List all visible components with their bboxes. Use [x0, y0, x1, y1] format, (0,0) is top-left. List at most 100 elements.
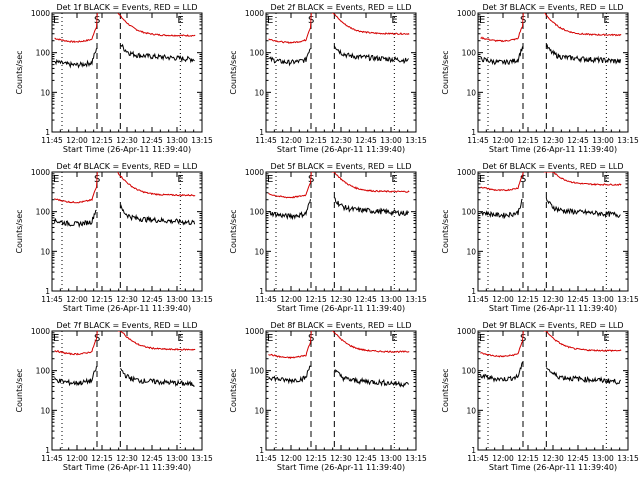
x-tick-label: 11:45: [467, 136, 489, 145]
x-tick-label: 12:45: [141, 295, 163, 304]
x-tick-label: 13:15: [617, 454, 639, 463]
time-marker-label: E: [603, 174, 609, 185]
y-tick-label: 1000: [31, 9, 50, 18]
plot-frame: [265, 12, 417, 133]
time-marker-label: E: [267, 333, 273, 344]
y-tick-label: 10: [466, 88, 476, 97]
y-tick-label: 100: [462, 208, 477, 217]
x-tick-label: 12:30: [330, 295, 352, 304]
y-tick-label: 100: [250, 367, 265, 376]
x-tick-label: 11:45: [255, 454, 277, 463]
events-series-line: [480, 46, 523, 66]
y-tick-label: 1000: [245, 9, 264, 18]
time-marker-label: E: [177, 333, 183, 344]
y-axis-label: Counts/sec: [441, 50, 450, 94]
y-tick-label: 1000: [31, 168, 50, 177]
x-axis-title: Start Time (26-Apr-11 11:39:40): [63, 304, 191, 313]
x-tick-label: 12:30: [116, 295, 138, 304]
y-tick-label: 10: [254, 247, 264, 256]
x-tick-label: 12:00: [492, 454, 514, 463]
y-axis-label: Counts/sec: [229, 368, 238, 412]
x-tick-label: 13:15: [405, 454, 427, 463]
lld-series-line: [54, 172, 98, 204]
x-tick-label: 12:45: [567, 454, 589, 463]
x-tick-label: 11:45: [255, 136, 277, 145]
y-tick-label: 100: [36, 49, 51, 58]
x-tick-label: 12:15: [91, 454, 113, 463]
y-tick-label: 1000: [245, 327, 264, 336]
x-tick-label: 13:15: [617, 136, 639, 145]
events-series-line: [54, 209, 97, 229]
events-series-line: [333, 45, 409, 65]
detector-panel: Det 9f BLACK = Events, RED = LLD Counts/s…: [441, 321, 639, 472]
time-marker-label: E: [479, 333, 485, 344]
panel-title: Det 3f BLACK = Events, RED = LLD: [482, 3, 623, 12]
x-tick-label: 12:30: [542, 136, 564, 145]
events-series-line: [333, 368, 410, 388]
lld-series-line: [480, 331, 524, 358]
events-series-line: [545, 367, 622, 385]
x-tick-label: 12:00: [66, 295, 88, 304]
y-axis-label: Counts/sec: [15, 50, 24, 94]
x-tick-label: 12:15: [305, 454, 327, 463]
y-axis-label: Counts/sec: [15, 209, 24, 253]
x-tick-label: 13:15: [191, 136, 213, 145]
detector-panel: Det 7f BLACK = Events, RED = LLD Counts/s…: [15, 321, 213, 472]
x-tick-label: 12:30: [116, 136, 138, 145]
x-axis-title: Start Time (26-Apr-11 11:39:40): [489, 304, 617, 313]
x-tick-label: 13:00: [380, 136, 402, 145]
time-marker-label: E: [603, 15, 609, 26]
x-tick-label: 13:15: [191, 454, 213, 463]
plot-frame: [265, 330, 417, 451]
x-tick-label: 13:00: [166, 136, 188, 145]
time-marker-label: E: [177, 15, 183, 26]
detector-panel: Det 4f BLACK = Events, RED = LLD Counts/s…: [15, 162, 213, 313]
lld-series-line: [480, 13, 524, 43]
x-tick-label: 12:00: [492, 136, 514, 145]
time-marker-label: E: [53, 333, 59, 344]
y-tick-label: 1: [259, 446, 264, 455]
x-tick-label: 12:45: [355, 136, 377, 145]
time-marker-label: S: [94, 333, 100, 344]
x-tick-label: 12:45: [141, 136, 163, 145]
y-tick-label: 1: [259, 287, 264, 296]
lld-series-line: [331, 331, 410, 354]
y-axis-label: Counts/sec: [15, 368, 24, 412]
y-axis-label: Counts/sec: [229, 50, 238, 94]
y-tick-label: 1: [45, 446, 50, 455]
y-tick-label: 100: [36, 208, 51, 217]
lld-series-line: [543, 172, 622, 187]
events-series-line: [268, 199, 311, 221]
x-tick-label: 12:45: [141, 454, 163, 463]
y-tick-label: 1: [471, 287, 476, 296]
lld-series-line: [268, 172, 312, 199]
x-tick-label: 12:00: [66, 136, 88, 145]
plot-frame: [51, 12, 203, 133]
y-tick-label: 10: [254, 406, 264, 415]
y-tick-label: 10: [40, 247, 50, 256]
time-marker-label: E: [479, 15, 485, 26]
x-axis-title: Start Time (26-Apr-11 11:39:40): [277, 463, 405, 472]
x-tick-label: 12:15: [91, 136, 113, 145]
plot-frame: [477, 330, 629, 451]
lld-series-line: [480, 172, 524, 192]
detector-panel: Det 3f BLACK = Events, RED = LLD Counts/s…: [441, 3, 639, 154]
x-tick-label: 12:45: [567, 295, 589, 304]
time-marker-label: E: [53, 174, 59, 185]
x-tick-label: 12:00: [280, 295, 302, 304]
detector-panel: Det 5f BLACK = Events, RED = LLD Counts/s…: [229, 162, 427, 313]
y-tick-label: 1: [471, 446, 476, 455]
x-tick-label: 11:45: [467, 454, 489, 463]
y-tick-label: 1: [45, 128, 50, 137]
y-axis-label: Counts/sec: [229, 209, 238, 253]
detector-panel: Det 2f BLACK = Events, RED = LLD Counts/s…: [229, 3, 427, 154]
plot-frame: [51, 330, 203, 451]
x-tick-label: 12:15: [91, 295, 113, 304]
y-tick-label: 10: [40, 88, 50, 97]
x-tick-label: 13:00: [592, 295, 614, 304]
panel-title: Det 7f BLACK = Events, RED = LLD: [56, 321, 197, 330]
time-marker-label: E: [267, 15, 273, 26]
y-tick-label: 100: [462, 49, 477, 58]
events-series-line: [545, 44, 622, 65]
